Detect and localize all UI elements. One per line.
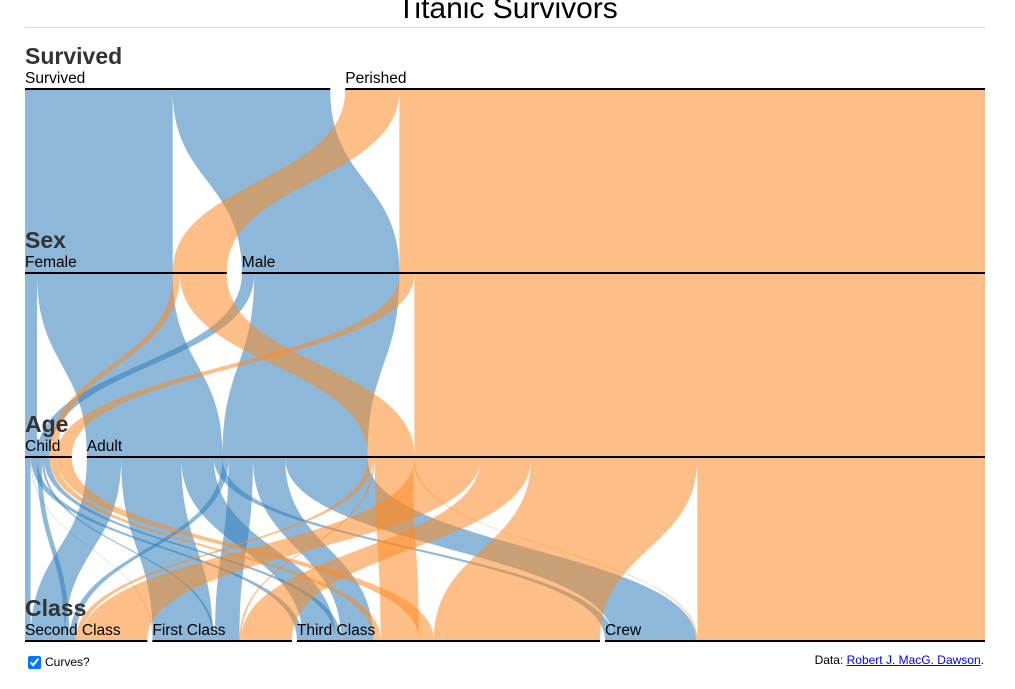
ribbon-survived-to-sex[interactable]	[399, 90, 985, 272]
ribbon-sex-to-age[interactable]	[25, 274, 38, 456]
title-divider	[25, 27, 985, 28]
chart-title: Titanic Survivors	[397, 0, 618, 25]
ribbon-age-to-class[interactable]	[37, 458, 70, 640]
credit-prefix: Data:	[814, 653, 847, 667]
ribbon-sex-to-age[interactable]	[49, 274, 180, 456]
ribbon-survived-to-sex[interactable]	[25, 90, 173, 272]
dimension-label-class[interactable]: Class	[25, 595, 86, 621]
category-label-child[interactable]: Child	[25, 438, 60, 455]
ribbon-age-to-class[interactable]	[56, 458, 434, 640]
category-label-perished[interactable]: Perished	[345, 70, 406, 87]
ribbon-sex-to-age[interactable]	[56, 274, 415, 456]
category-label-third-class[interactable]: Third Class	[297, 622, 376, 639]
dimension-label-age[interactable]: Age	[25, 411, 68, 437]
curves-checkbox[interactable]	[28, 655, 41, 669]
ribbon-sex-to-age[interactable]	[37, 274, 223, 456]
ribbon-age-to-class[interactable]	[75, 458, 374, 640]
ribbon-sex-to-age[interactable]	[37, 274, 255, 456]
ribbons-layer	[25, 90, 986, 640]
data-credit: Data: Robert J. MacG. Dawson.	[815, 653, 984, 667]
ribbon-age-to-class[interactable]	[121, 458, 213, 640]
ribbon-age-to-class[interactable]	[697, 458, 985, 640]
ribbon-age-to-class[interactable]	[81, 458, 481, 640]
ribbon-sex-to-age[interactable]	[414, 274, 986, 456]
ribbon-age-to-class[interactable]	[69, 458, 229, 640]
category-label-second-class[interactable]: Second Class	[25, 622, 121, 639]
category-label-first-class[interactable]: First Class	[152, 622, 225, 639]
ribbon-age-to-class[interactable]	[41, 458, 216, 640]
dimension-label-sex[interactable]: Sex	[25, 227, 66, 253]
ribbon-age-to-class[interactable]	[215, 458, 253, 640]
credit-link[interactable]: Robert J. MacG. Dawson	[846, 653, 981, 667]
ribbon-age-to-class[interactable]	[25, 458, 31, 640]
ribbon-age-to-class[interactable]	[49, 458, 381, 640]
ribbon-age-to-class[interactable]	[433, 458, 698, 640]
curves-label: Curves?	[45, 655, 90, 669]
dimension-label-survived[interactable]: Survived	[25, 43, 122, 69]
ribbon-survived-to-sex[interactable]	[172, 90, 400, 272]
category-label-survived[interactable]: Survived	[25, 70, 85, 87]
credit-suffix: .	[980, 653, 984, 667]
ribbon-age-to-class[interactable]	[241, 458, 532, 640]
category-label-crew[interactable]: Crew	[605, 622, 642, 639]
ribbon-sex-to-age[interactable]	[179, 274, 415, 456]
category-label-male[interactable]: Male	[242, 254, 276, 271]
category-label-adult[interactable]: Adult	[87, 438, 123, 455]
curves-toggle[interactable]: Curves?	[28, 655, 90, 669]
category-label-female[interactable]: Female	[25, 254, 77, 271]
ribbon-age-to-class[interactable]	[43, 458, 342, 640]
